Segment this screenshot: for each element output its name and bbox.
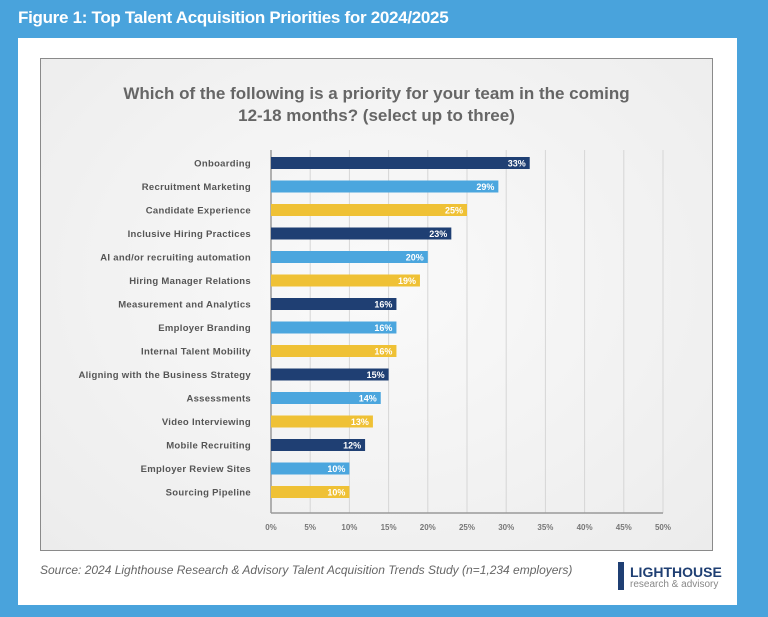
data-label: 33% <box>508 159 526 169</box>
category-label: Recruitment Marketing <box>142 182 251 193</box>
bar <box>271 439 366 451</box>
data-label: 20% <box>406 253 424 263</box>
x-tick-label: 15% <box>381 523 397 532</box>
logo-line2: research & advisory <box>630 579 719 590</box>
figure-title: Figure 1: Top Talent Acquisition Priorit… <box>18 8 449 27</box>
chart-title-line2: 12-18 months? (select up to three) <box>238 106 515 125</box>
bar <box>271 415 373 428</box>
x-tick-label: 5% <box>304 523 316 532</box>
category-label: AI and/or recruiting automation <box>100 253 251 264</box>
chart-title: Which of the following is a priority for… <box>41 83 712 127</box>
data-label: 23% <box>429 229 447 239</box>
bar <box>271 227 452 240</box>
category-label: Inclusive Hiring Practices <box>128 229 251 240</box>
data-label: 19% <box>398 276 416 286</box>
category-label: Assessments <box>186 394 251 405</box>
logo-line1: LIGHTHOUSE <box>630 564 722 580</box>
data-label: 16% <box>374 323 392 333</box>
data-label: 10% <box>327 464 345 474</box>
lighthouse-icon <box>618 562 624 590</box>
category-label: Sourcing Pipeline <box>166 488 251 499</box>
bar <box>271 298 397 310</box>
data-label: 10% <box>327 488 345 498</box>
category-label: Measurement and Analytics <box>118 300 251 311</box>
category-label: Mobile Recruiting <box>166 441 251 452</box>
x-tick-label: 35% <box>537 523 553 532</box>
category-label: Onboarding <box>194 159 251 170</box>
x-tick-label: 25% <box>459 523 475 532</box>
x-tick-label: 20% <box>420 523 436 532</box>
data-label: 12% <box>343 441 361 451</box>
data-label: 16% <box>374 300 392 310</box>
bar <box>271 274 420 287</box>
bar <box>271 345 397 357</box>
bar <box>271 368 389 381</box>
data-label: 15% <box>367 370 385 380</box>
x-tick-label: 30% <box>498 523 514 532</box>
category-label: Internal Talent Mobility <box>141 347 251 358</box>
data-label: 25% <box>445 206 463 216</box>
bar <box>271 321 397 334</box>
data-label: 14% <box>359 394 377 404</box>
data-label: 13% <box>351 417 369 427</box>
x-tick-label: 45% <box>616 523 632 532</box>
category-label: Employer Branding <box>158 323 251 334</box>
data-label: 29% <box>476 182 494 192</box>
category-label: Candidate Experience <box>146 206 251 217</box>
source-note: Source: 2024 Lighthouse Research & Advis… <box>40 563 573 577</box>
bar <box>271 251 428 263</box>
category-label: Employer Review Sites <box>141 464 251 475</box>
bar <box>271 157 530 169</box>
bar <box>271 204 467 216</box>
bar <box>271 180 499 193</box>
x-tick-label: 40% <box>577 523 593 532</box>
x-tick-label: 50% <box>655 523 671 532</box>
chart-title-line1: Which of the following is a priority for… <box>123 84 630 103</box>
x-tick-label: 10% <box>341 523 357 532</box>
category-label: Hiring Manager Relations <box>129 276 251 287</box>
category-label: Aligning with the Business Strategy <box>78 370 251 381</box>
bar <box>271 392 381 404</box>
bar <box>271 462 350 475</box>
bar <box>271 486 350 498</box>
data-label: 16% <box>374 347 392 357</box>
category-label: Video Interviewing <box>162 417 251 428</box>
x-tick-label: 0% <box>265 523 277 532</box>
